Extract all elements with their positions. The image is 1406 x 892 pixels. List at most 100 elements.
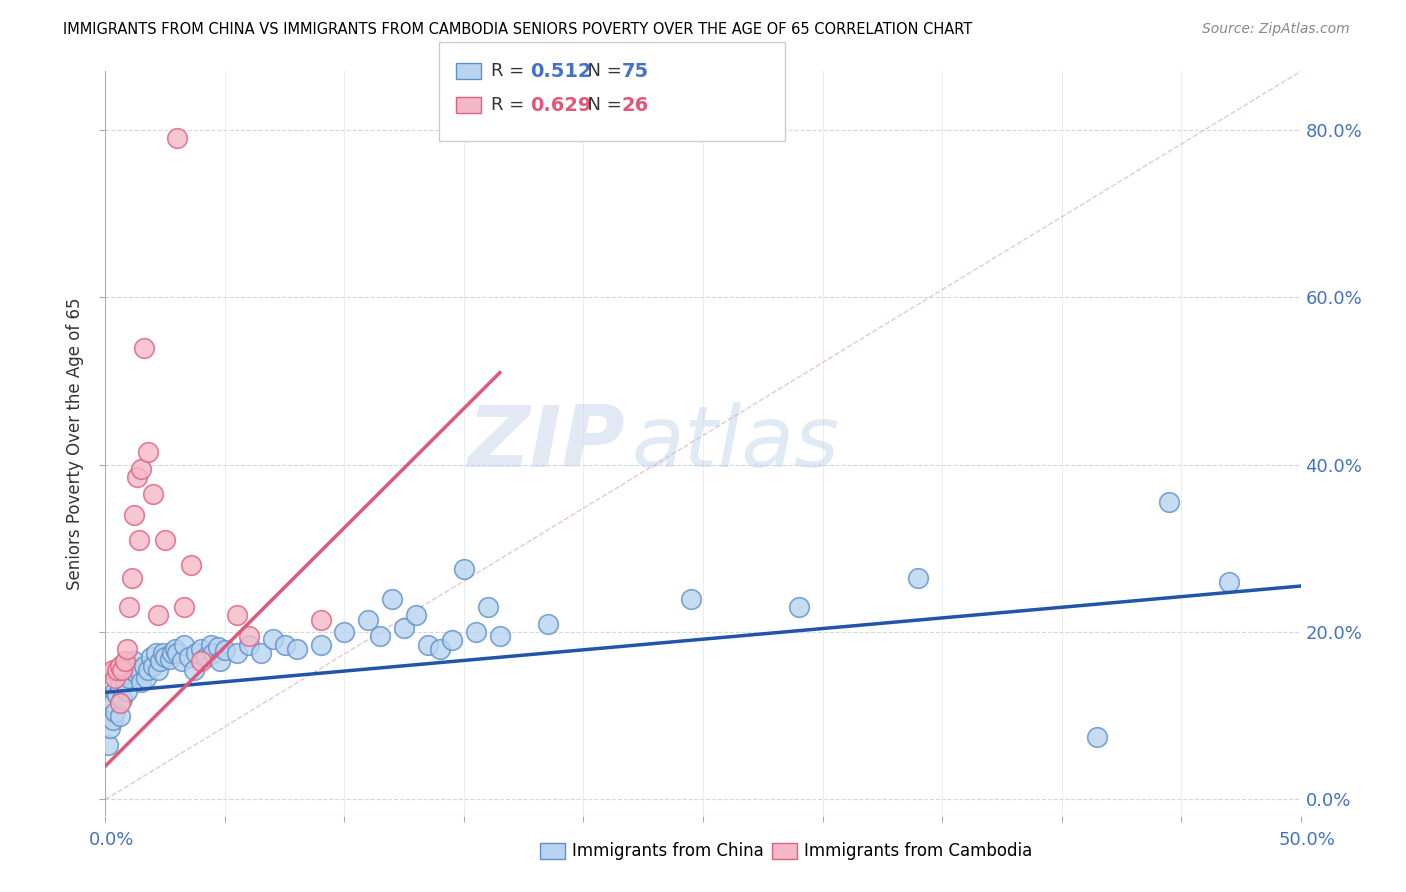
Point <box>101 663 124 677</box>
Text: ZIP: ZIP <box>468 402 626 485</box>
Point <box>309 613 332 627</box>
Point <box>405 608 427 623</box>
Point <box>121 571 143 585</box>
Point <box>225 646 249 660</box>
Point <box>108 680 131 694</box>
Point <box>111 663 134 677</box>
Point <box>118 671 141 685</box>
Text: Immigrants from China: Immigrants from China <box>572 842 763 860</box>
Point <box>162 646 184 660</box>
Point <box>166 131 188 145</box>
Point <box>129 675 153 690</box>
Text: 50.0%: 50.0% <box>1279 831 1336 849</box>
Point <box>1218 574 1240 589</box>
Point <box>142 487 165 501</box>
Point <box>681 591 703 606</box>
Point <box>145 646 167 660</box>
Point <box>464 625 488 640</box>
Point <box>381 591 404 606</box>
Point <box>202 646 225 660</box>
Point <box>114 654 136 668</box>
Point <box>114 675 136 690</box>
Point <box>132 658 155 673</box>
Point <box>200 638 222 652</box>
Point <box>477 599 499 614</box>
Point <box>159 652 181 666</box>
Point <box>138 445 160 459</box>
Point <box>152 646 174 660</box>
Point <box>128 533 150 547</box>
Point <box>149 654 172 668</box>
Point <box>1159 495 1181 509</box>
Point <box>787 599 810 614</box>
Text: atlas: atlas <box>631 402 839 485</box>
Point <box>180 558 202 573</box>
Text: N =: N = <box>576 62 628 80</box>
Point <box>115 641 138 656</box>
Point <box>333 625 356 640</box>
Point <box>129 462 153 476</box>
Point <box>108 658 131 673</box>
Point <box>138 663 160 677</box>
Point <box>128 663 150 677</box>
Text: R =: R = <box>491 96 530 114</box>
Point <box>111 692 134 706</box>
Y-axis label: Seniors Poverty Over the Age of 65: Seniors Poverty Over the Age of 65 <box>66 298 84 590</box>
Point <box>173 638 195 652</box>
Point <box>104 683 127 698</box>
Point <box>146 608 169 623</box>
Point <box>163 641 186 656</box>
Text: 0.629: 0.629 <box>530 95 592 115</box>
Point <box>173 599 195 614</box>
Point <box>440 633 463 648</box>
Point <box>115 683 138 698</box>
Point <box>392 621 416 635</box>
Text: R =: R = <box>491 62 530 80</box>
Point <box>104 705 127 719</box>
Point <box>153 533 177 547</box>
Text: IMMIGRANTS FROM CHINA VS IMMIGRANTS FROM CAMBODIA SENIORS POVERTY OVER THE AGE O: IMMIGRANTS FROM CHINA VS IMMIGRANTS FROM… <box>63 22 973 37</box>
Point <box>107 663 129 677</box>
Point <box>111 663 134 677</box>
Point <box>170 654 193 668</box>
Point <box>118 599 141 614</box>
Point <box>273 638 295 652</box>
Text: Source: ZipAtlas.com: Source: ZipAtlas.com <box>1202 22 1350 37</box>
Point <box>125 667 148 681</box>
Point <box>214 643 236 657</box>
Point <box>907 571 929 585</box>
Point <box>209 654 232 668</box>
Point <box>238 638 260 652</box>
Point <box>225 608 249 623</box>
Point <box>418 638 440 652</box>
Point <box>122 508 145 522</box>
Point <box>1085 730 1108 744</box>
Point <box>107 688 129 702</box>
Point <box>190 654 212 668</box>
Point <box>132 341 155 355</box>
Point <box>108 708 131 723</box>
Point <box>183 663 205 677</box>
Point <box>122 654 145 668</box>
Point <box>121 663 143 677</box>
Point <box>177 650 201 665</box>
Point <box>101 696 124 710</box>
Point <box>108 696 131 710</box>
Point <box>238 629 260 643</box>
Point <box>166 646 188 660</box>
Point <box>186 646 208 660</box>
Text: 0.0%: 0.0% <box>89 831 134 849</box>
Point <box>190 641 212 656</box>
Point <box>153 650 177 665</box>
Point <box>262 632 284 646</box>
Point <box>125 470 148 484</box>
Point <box>114 658 136 673</box>
Text: 75: 75 <box>621 62 648 81</box>
Point <box>429 641 451 656</box>
Point <box>357 613 380 627</box>
Point <box>101 713 124 727</box>
Text: Immigrants from Cambodia: Immigrants from Cambodia <box>804 842 1032 860</box>
Point <box>368 629 391 643</box>
Text: N =: N = <box>576 96 628 114</box>
Point <box>135 671 157 685</box>
